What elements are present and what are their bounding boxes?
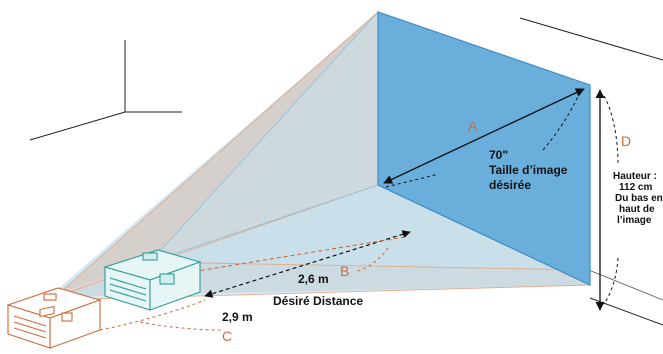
curve-a-right bbox=[542, 91, 581, 151]
distance-near-value: 2,6 m bbox=[298, 272, 329, 286]
screen-size-caption-line2: désirée bbox=[489, 178, 531, 192]
curve-c bbox=[139, 321, 223, 331]
projector-far-dash bbox=[99, 299, 206, 331]
distance-far-value: 2,9 m bbox=[222, 310, 253, 324]
height-line1: Hauteur : bbox=[613, 171, 657, 182]
curve-d-top bbox=[603, 95, 619, 166]
label-b: B bbox=[340, 263, 349, 279]
height-line4: haut de bbox=[619, 204, 655, 215]
distance-near-arrow bbox=[204, 230, 411, 298]
height-line3: Du bas en bbox=[615, 193, 663, 204]
screen-size-caption-line1: Taille d’image bbox=[489, 163, 568, 177]
distance-caption: Désiré Distance bbox=[273, 294, 363, 308]
projector-near bbox=[103, 249, 202, 311]
label-a: A bbox=[468, 118, 478, 134]
beam-edges-blue bbox=[149, 11, 379, 263]
screen-size-value: 70" bbox=[489, 148, 508, 162]
beam-blue-inner bbox=[150, 12, 590, 270]
projector-far bbox=[6, 287, 102, 349]
curve-a-left bbox=[385, 173, 439, 188]
label-c: C bbox=[222, 328, 232, 344]
height-line5: l’image bbox=[617, 215, 652, 226]
beam-blue-outer bbox=[50, 12, 378, 296]
curve-d-bottom bbox=[603, 257, 619, 305]
screen-diagonal-arrow bbox=[383, 88, 585, 184]
label-d: D bbox=[621, 133, 631, 149]
curve-b bbox=[354, 247, 389, 273]
height-line2: 112 cm bbox=[619, 182, 652, 193]
